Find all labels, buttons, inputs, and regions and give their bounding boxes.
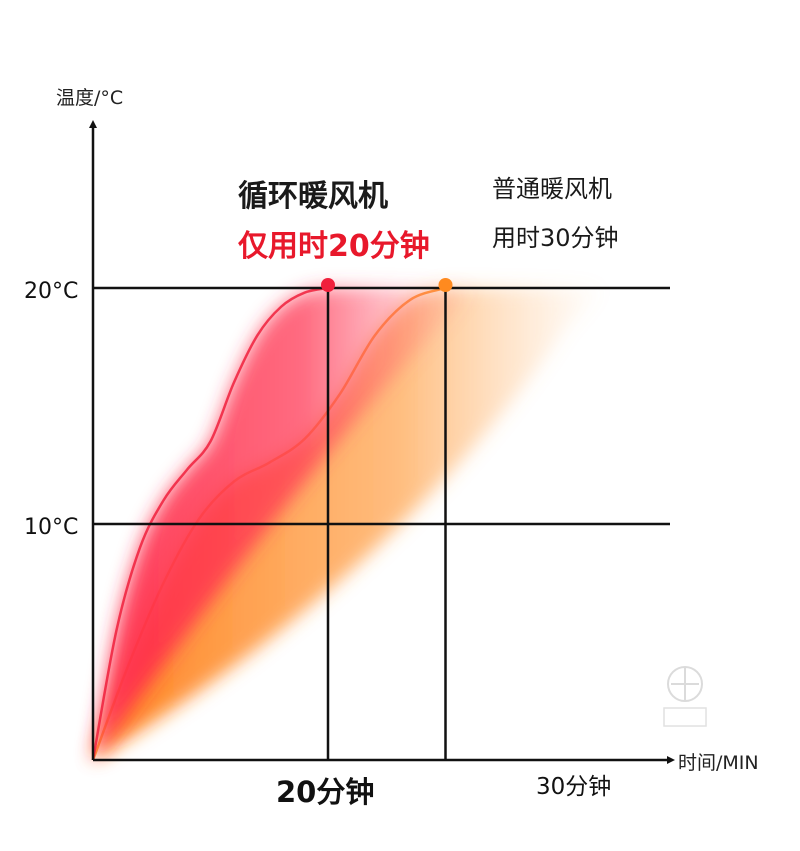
normal-heater-label: 普通暖风机 xyxy=(492,175,612,203)
y-tick-label-20: 20°C xyxy=(24,279,78,304)
circulating-heater-time: 仅用时20分钟 xyxy=(238,229,430,264)
axes xyxy=(89,120,675,764)
x-axis-arrow xyxy=(667,756,675,764)
endpoints xyxy=(321,278,453,292)
x-tick-label-20min: 20分钟 xyxy=(276,775,374,809)
normal-heater-time: 用时30分钟 xyxy=(492,224,619,252)
y-axis-arrow xyxy=(89,120,97,128)
endpoint-normal xyxy=(438,278,453,292)
endpoint-circulating xyxy=(321,278,335,292)
x-tick-label-30min: 30分钟 xyxy=(536,774,611,800)
series-line-circulating xyxy=(91,286,329,761)
y-axis-title: 温度/°C xyxy=(56,87,123,109)
gridlines xyxy=(93,286,670,760)
y-tick-label-10: 10°C xyxy=(24,515,78,540)
watermark-logo xyxy=(663,666,707,727)
x-axis-title: 时间/MIN xyxy=(678,752,759,774)
circulating-heater-label: 循环暖风机 xyxy=(238,179,388,214)
